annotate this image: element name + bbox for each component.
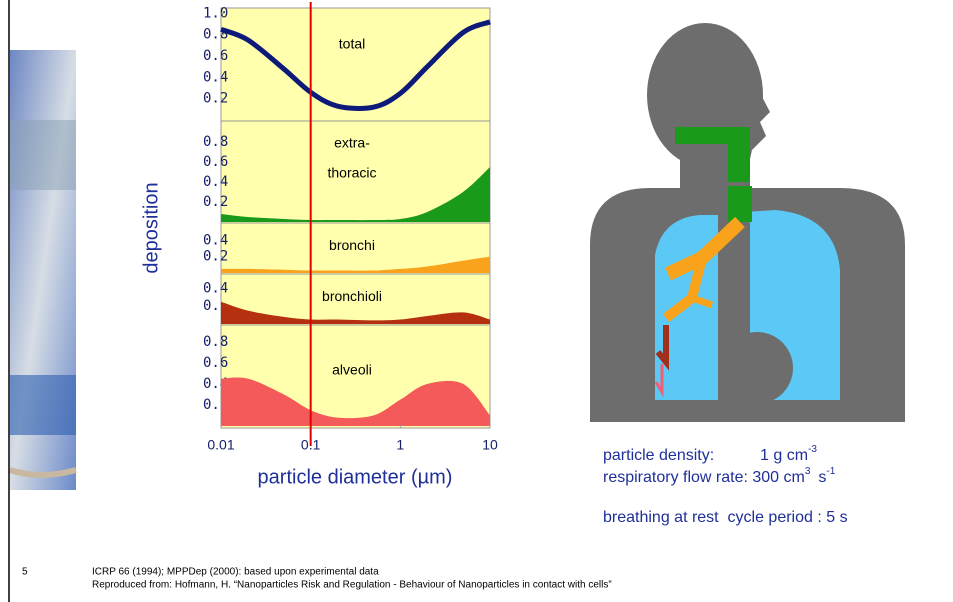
note-exp: -3 — [808, 444, 817, 455]
note-value: 1 g cm — [760, 447, 808, 464]
x-tick-label: 10 — [482, 437, 498, 453]
decor-image — [10, 50, 76, 490]
panel-title: total — [339, 36, 365, 52]
y-tick-label: 0.6 — [203, 355, 228, 371]
chart: 1.00.80.60.40.2total0.80.60.40.2extra-th… — [140, 2, 498, 488]
panel-title: bronchioli — [322, 288, 382, 304]
panel-title: thoracic — [327, 165, 376, 181]
body-diagram — [590, 23, 905, 422]
x-tick-label: 1 — [396, 437, 404, 453]
x-axis-label: particle diameter (µm) — [258, 466, 453, 488]
note-exp: -1 — [826, 466, 835, 477]
note-exp: 3 — [805, 466, 811, 477]
y-axis-label: deposition — [140, 182, 162, 273]
y-tick-label: 0.4 — [203, 174, 228, 190]
y-tick-label: 0. — [203, 298, 220, 314]
y-tick-label: 0.6 — [203, 48, 228, 64]
panel-title: alveoli — [332, 362, 372, 378]
note-label: respiratory flow rate: 300 cm — [603, 469, 805, 486]
y-tick-label: 0.4 — [203, 69, 228, 85]
y-tick-label: 0.8 — [203, 334, 228, 350]
y-tick-label: 1.0 — [203, 5, 228, 21]
y-tick-label: 0.2 — [203, 91, 228, 107]
note-unit: s — [818, 469, 826, 486]
y-tick-label: 0.2 — [203, 249, 228, 265]
note-label: particle density: — [603, 447, 714, 464]
y-tick-label: 0.4 — [203, 232, 228, 248]
citation: ICRP 66 (1994); MPPDep (2000): based upo… — [92, 567, 379, 578]
panel-title: extra- — [334, 135, 370, 151]
note-text: breathing at rest cycle period : 5 s — [603, 509, 848, 526]
y-tick-label: 0.8 — [203, 134, 228, 150]
citation: Reproduced from: Hofmann, H. “Nanopartic… — [92, 580, 612, 591]
note-text: particle density: 1 g cm-3 — [603, 444, 817, 465]
slide: 1.00.80.60.40.2total0.80.60.40.2extra-th… — [0, 0, 953, 602]
y-tick-label: 0. — [203, 397, 220, 413]
y-tick-label: 0.4 — [203, 280, 228, 296]
page-number: 5 — [22, 567, 28, 578]
x-tick-label: 0.01 — [207, 437, 234, 453]
panel-title: bronchi — [329, 237, 375, 253]
y-tick-label: 0.2 — [203, 194, 228, 210]
y-tick-label: 0.6 — [203, 154, 228, 170]
